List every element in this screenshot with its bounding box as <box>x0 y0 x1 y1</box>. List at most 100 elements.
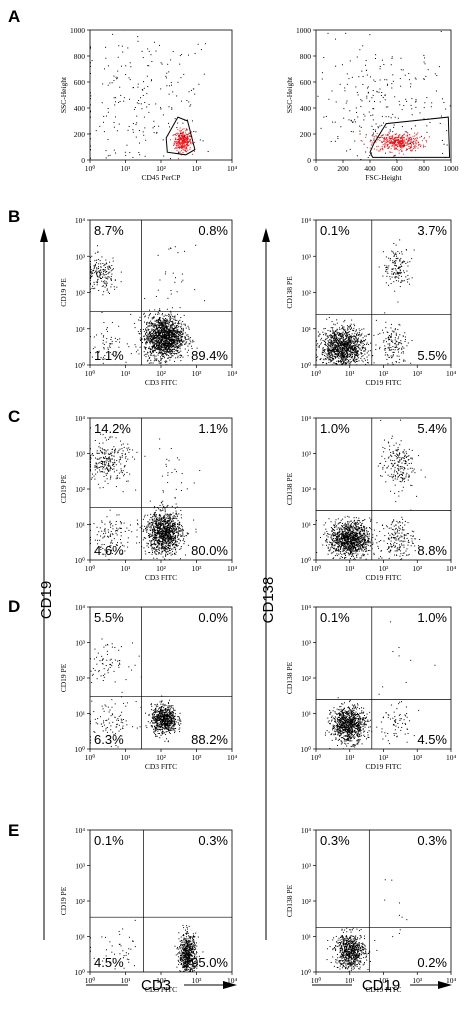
event-dot <box>187 335 189 337</box>
event-dot <box>353 349 355 351</box>
event-dot <box>347 356 349 358</box>
event-dot <box>399 273 401 275</box>
event-dot <box>356 353 358 355</box>
event-dot <box>337 350 339 352</box>
event-dot <box>347 348 349 350</box>
event-dot <box>354 340 356 342</box>
event-dot <box>165 345 167 347</box>
event-dot <box>174 360 176 362</box>
event-dot <box>399 142 401 144</box>
event-dot <box>157 348 159 350</box>
event-dot <box>167 332 169 334</box>
event-dot <box>339 333 341 335</box>
event-dot <box>90 111 91 113</box>
event-dot <box>93 266 95 268</box>
event-dot <box>390 334 392 336</box>
event-dot <box>385 142 387 144</box>
event-dot <box>154 329 156 331</box>
event-dot <box>178 145 180 147</box>
event-dot <box>173 347 175 349</box>
event-dot <box>166 328 168 330</box>
event-dot <box>346 342 348 344</box>
event-dot <box>151 339 153 341</box>
event-dot <box>385 256 387 258</box>
event-dot <box>168 314 170 316</box>
event-dot <box>166 348 168 350</box>
event-dot <box>394 337 396 339</box>
event-dot <box>393 155 395 157</box>
event-dot <box>186 128 188 130</box>
event-dot <box>154 342 156 344</box>
event-dot <box>97 178 98 179</box>
event-dot <box>178 142 180 144</box>
event-dot <box>396 341 398 343</box>
event-dot <box>399 252 401 254</box>
event-dot <box>152 329 154 331</box>
event-dot <box>173 143 175 145</box>
event-dot <box>171 341 173 343</box>
event-dot <box>343 359 345 361</box>
event-dot <box>127 47 129 49</box>
event-dot <box>157 330 159 332</box>
event-dot <box>156 340 158 342</box>
plot-frame <box>315 29 452 161</box>
event-dot <box>334 335 336 337</box>
event-dot <box>385 327 387 329</box>
event-dot <box>192 88 194 90</box>
event-dot <box>164 558 166 560</box>
event-dot <box>370 76 372 78</box>
event-dot <box>362 75 364 77</box>
event-dot <box>342 357 344 359</box>
event-dot <box>183 142 185 144</box>
event-dot <box>102 356 104 358</box>
event-dot <box>349 346 351 348</box>
cd19-horizontal-label: CD19 <box>362 977 400 994</box>
event-dot <box>151 350 153 352</box>
event-dot <box>362 45 364 47</box>
event-dot <box>171 336 173 338</box>
event-dot <box>385 134 387 136</box>
event-dot <box>181 331 183 333</box>
event-dot <box>412 135 414 137</box>
event-dot <box>153 317 155 319</box>
event-dot <box>403 145 405 147</box>
event-dot <box>165 341 167 343</box>
event-dot <box>99 276 101 278</box>
event-dot <box>348 338 350 340</box>
event-dot <box>186 146 188 148</box>
event-dot <box>390 117 392 119</box>
event-dot <box>339 340 341 342</box>
event-dot <box>330 340 332 342</box>
event-dot <box>166 308 168 310</box>
event-dots <box>90 30 209 179</box>
event-dot <box>171 347 173 349</box>
event-dot <box>153 331 155 333</box>
event-dot <box>157 320 159 322</box>
event-dot <box>345 346 347 348</box>
event-dot <box>394 276 396 278</box>
event-dot <box>405 138 407 140</box>
event-dot <box>395 133 397 135</box>
event-dot <box>167 321 169 323</box>
event-dot <box>151 336 153 338</box>
event-dot <box>398 140 400 142</box>
event-dot <box>172 272 174 274</box>
event-dot <box>397 257 399 259</box>
event-dot <box>189 147 191 149</box>
event-dot <box>160 324 162 326</box>
event-dot <box>155 343 157 345</box>
event-dot <box>401 144 403 146</box>
event-dot <box>202 140 204 142</box>
event-dot <box>149 314 151 316</box>
event-dot <box>166 335 168 337</box>
y-tick-label: 10² <box>75 485 86 494</box>
event-dot <box>183 135 185 137</box>
event-dot <box>346 335 348 337</box>
event-dot <box>329 339 331 341</box>
event-dot <box>182 145 184 147</box>
event-dot <box>176 330 178 332</box>
event-dot <box>182 146 184 148</box>
event-dot <box>130 313 132 315</box>
x-tick-label: 10⁰ <box>85 564 96 573</box>
event-dot <box>116 77 118 79</box>
